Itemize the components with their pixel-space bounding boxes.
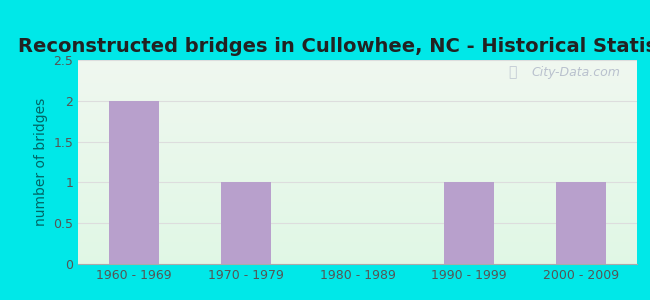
Bar: [556, 182, 606, 264]
Y-axis label: number of bridges: number of bridges: [34, 98, 47, 226]
Text: City-Data.com: City-Data.com: [531, 66, 620, 79]
Text: Ⓠ: Ⓠ: [508, 65, 517, 79]
Bar: [444, 182, 495, 264]
Bar: [220, 182, 271, 264]
Title: Reconstructed bridges in Cullowhee, NC - Historical Statistics: Reconstructed bridges in Cullowhee, NC -…: [18, 37, 650, 56]
Bar: [109, 101, 159, 264]
